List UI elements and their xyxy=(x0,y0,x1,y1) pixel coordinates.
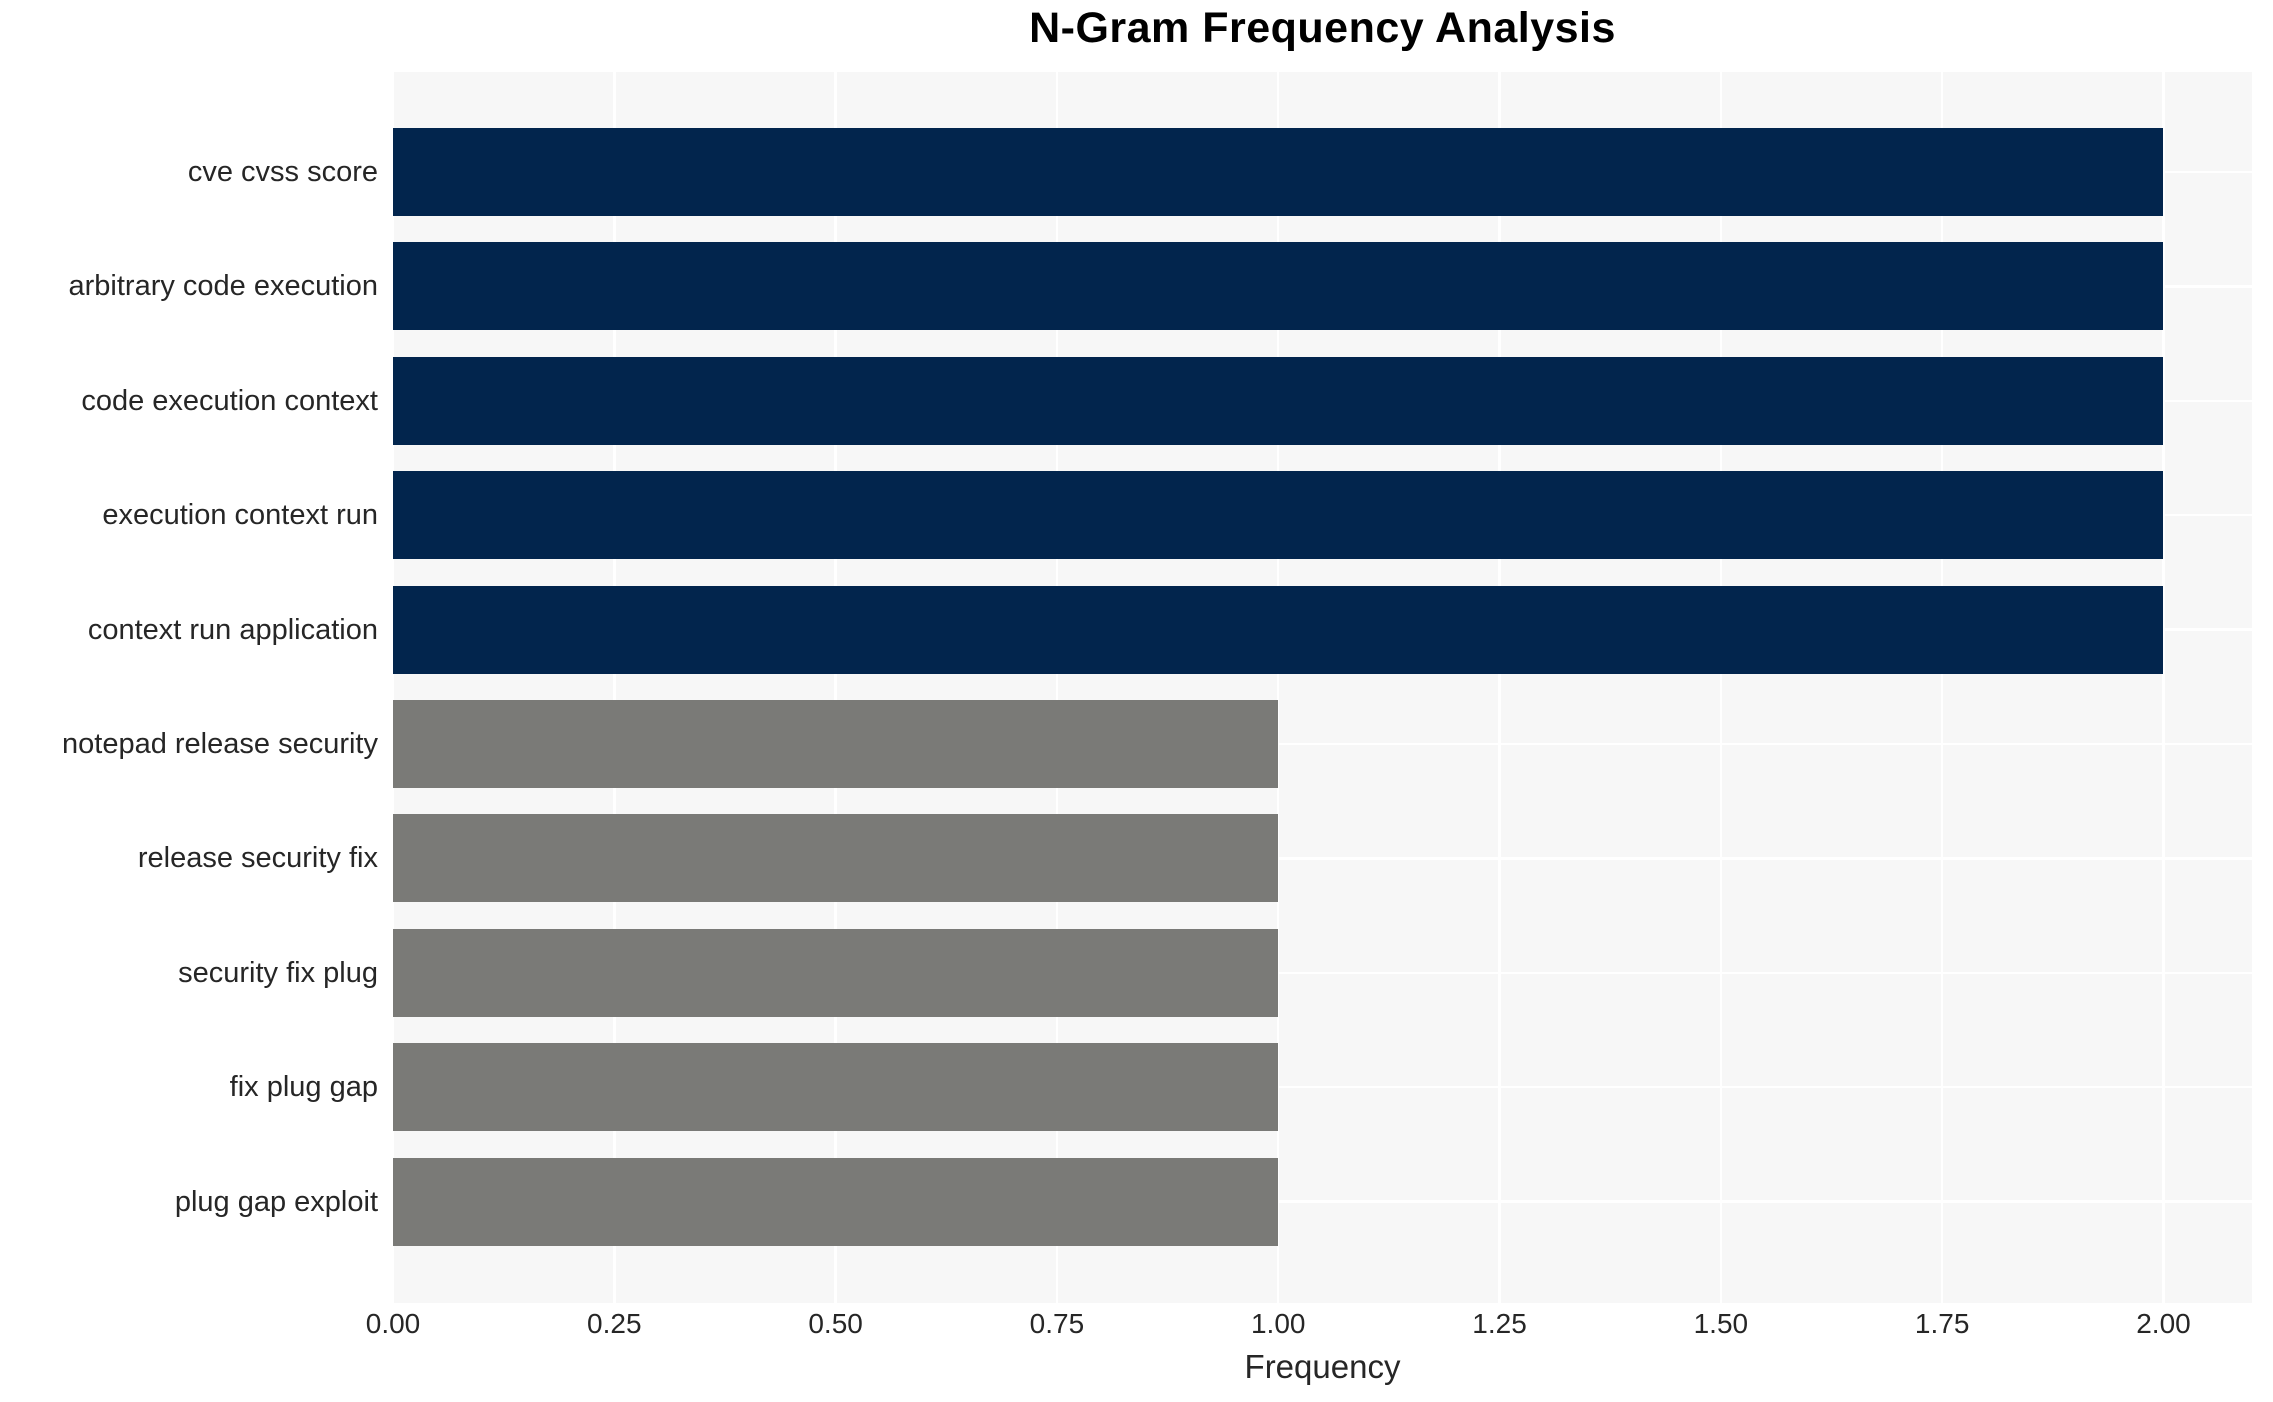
bar-arbitrary-code-execution xyxy=(393,242,2164,331)
horizontal-gridline xyxy=(393,857,2252,860)
x-tick-2.00: 2.00 xyxy=(2136,1308,2191,1339)
category-label-cve-cvss-score: cve cvss score xyxy=(187,156,378,188)
category-label-release-security-fix: release security fix xyxy=(137,842,378,875)
plot-area xyxy=(391,72,2252,1303)
vertical-gridline-0.00 xyxy=(391,72,395,1303)
vertical-gridline-1.50 xyxy=(1719,72,1723,1303)
bar-code-execution-context xyxy=(393,356,2164,445)
vertical-gridline-1.00 xyxy=(1276,72,1280,1303)
x-tick-1.50: 1.50 xyxy=(1693,1308,1749,1339)
horizontal-gridline xyxy=(393,971,2252,975)
bar-release-security-fix xyxy=(393,814,1279,903)
x-tick-0.00: 0.00 xyxy=(365,1308,421,1339)
vertical-gridline-1.75 xyxy=(1940,72,1944,1303)
vertical-gridline-0.50 xyxy=(834,72,837,1303)
horizontal-gridline xyxy=(393,1085,2252,1089)
horizontal-gridline xyxy=(393,1200,2252,1203)
category-label-execution-context-run: execution context run xyxy=(102,499,378,532)
vertical-gridline-0.25 xyxy=(613,72,616,1303)
x-tick-0.50: 0.50 xyxy=(808,1308,863,1339)
x-tick-1.00: 1.00 xyxy=(1250,1308,1306,1339)
category-label-plug-gap-exploit: plug gap exploit xyxy=(174,1185,378,1218)
bar-security-fix-plug xyxy=(393,928,1279,1017)
x-axis-title: Frequency xyxy=(1244,1348,1401,1385)
bar-context-run-application xyxy=(393,585,2164,674)
chart-title: N-Gram Frequency Analysis xyxy=(1029,4,1616,52)
x-tick-0.25: 0.25 xyxy=(587,1308,642,1339)
x-tick-1.75: 1.75 xyxy=(1914,1308,1970,1339)
bar-fix-plug-gap xyxy=(393,1043,1279,1132)
x-tick-0.75: 0.75 xyxy=(1029,1308,1085,1339)
vertical-gridline-2.00 xyxy=(2162,72,2165,1303)
bar-cve-cvss-score xyxy=(393,128,2164,216)
category-label-context-run-application: context run application xyxy=(87,613,378,646)
category-label-security-fix-plug: security fix plug xyxy=(178,956,378,989)
vertical-gridline-0.75 xyxy=(1055,72,1059,1303)
category-label-code-execution-context: code execution context xyxy=(81,384,378,417)
vertical-gridline-1.25 xyxy=(1498,72,1501,1303)
horizontal-gridline xyxy=(393,742,2252,746)
bar-plug-gap-exploit xyxy=(393,1157,1279,1246)
bar-notepad-release-security xyxy=(393,700,1279,788)
category-label-notepad-release-security: notepad release security xyxy=(62,728,378,760)
category-label-fix-plug-gap: fix plug gap xyxy=(229,1071,378,1104)
category-label-arbitrary-code-execution: arbitrary code execution xyxy=(68,270,379,303)
x-tick-1.25: 1.25 xyxy=(1472,1308,1527,1339)
bar-execution-context-run xyxy=(393,471,2164,560)
